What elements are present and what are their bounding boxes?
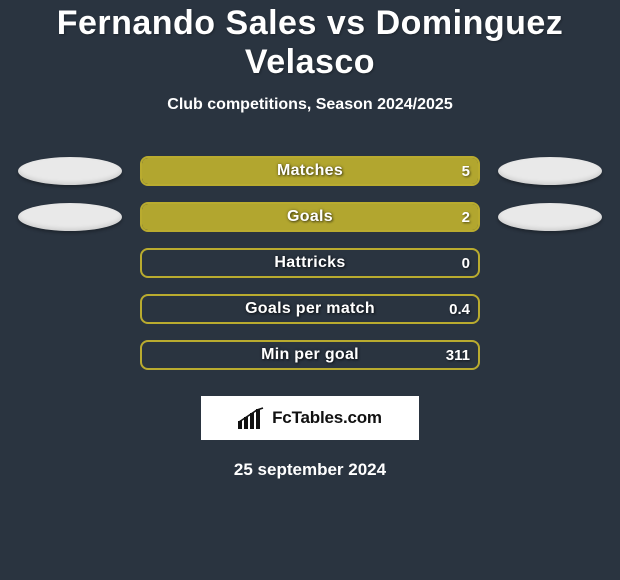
stat-bar: Goals2	[140, 202, 480, 232]
stat-row: Min per goal311	[0, 332, 620, 378]
stat-value: 5	[462, 158, 470, 184]
stat-label: Hattricks	[142, 250, 478, 276]
date-text: 25 september 2024	[0, 460, 620, 480]
stat-bar: Hattricks0	[140, 248, 480, 278]
stat-bar: Min per goal311	[140, 340, 480, 370]
stat-row: Goals per match0.4	[0, 286, 620, 332]
right-value-oval	[498, 203, 602, 231]
stat-value: 0	[462, 250, 470, 276]
left-side	[0, 203, 140, 231]
stat-value: 311	[446, 342, 470, 368]
bars-icon	[238, 407, 266, 429]
stat-row: Matches5	[0, 148, 620, 194]
stat-label: Matches	[142, 158, 478, 184]
stat-label: Min per goal	[142, 342, 478, 368]
stat-row: Goals2	[0, 194, 620, 240]
left-side	[0, 157, 140, 185]
comparison-widget: Fernando Sales vs Dominguez Velasco Club…	[0, 0, 620, 480]
stat-value: 2	[462, 204, 470, 230]
left-value-oval	[18, 203, 122, 231]
brand-logo: FcTables.com	[201, 396, 419, 440]
stat-label: Goals	[142, 204, 478, 230]
stat-value: 0.4	[449, 296, 470, 322]
subtitle: Club competitions, Season 2024/2025	[0, 96, 620, 114]
stat-bar: Goals per match0.4	[140, 294, 480, 324]
left-value-oval	[18, 157, 122, 185]
stats-rows: Matches5Goals2Hattricks0Goals per match0…	[0, 148, 620, 378]
page-title: Fernando Sales vs Dominguez Velasco	[0, 4, 620, 82]
right-value-oval	[498, 157, 602, 185]
brand-text: FcTables.com	[272, 408, 382, 428]
right-side	[480, 203, 620, 231]
stat-bar: Matches5	[140, 156, 480, 186]
stat-row: Hattricks0	[0, 240, 620, 286]
right-side	[480, 157, 620, 185]
stat-label: Goals per match	[142, 296, 478, 322]
